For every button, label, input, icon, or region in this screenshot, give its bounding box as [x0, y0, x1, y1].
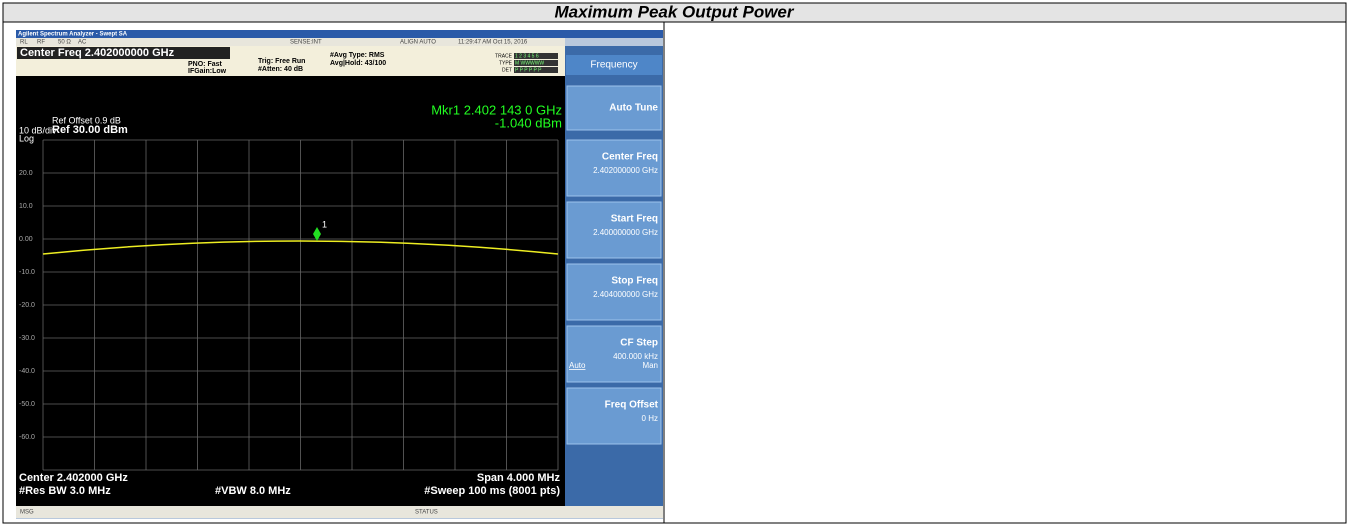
status-bar	[16, 38, 565, 46]
y-axis-label: -40.0	[19, 368, 35, 375]
scale-type: Log	[19, 133, 34, 143]
ref-offset: Ref Offset 0.9 dB	[52, 115, 121, 125]
y-axis-label: -50.0	[19, 401, 35, 408]
softkey[interactable]	[566, 85, 662, 131]
status-item: RF	[37, 40, 45, 46]
softkey-label: CF Step	[620, 338, 658, 349]
center-freq: Center Freq 2.402000000 GHz	[20, 47, 175, 59]
setting: PNO: Fast	[188, 61, 223, 68]
setting: Avg|Hold: 43/100	[330, 60, 386, 67]
marker-level: -1.040 dBm	[495, 115, 562, 130]
footer-item: Span 4.000 MHz	[477, 472, 561, 484]
marker-number: 1	[322, 219, 327, 229]
status-item: AC	[78, 40, 87, 46]
footer-item: #VBW 8.0 MHz	[215, 485, 291, 497]
trace-info-value: M WWWWW	[515, 60, 544, 66]
status-item: RL	[20, 40, 28, 46]
trace-info-box	[514, 67, 558, 73]
title-bar	[16, 30, 663, 38]
softkey-label: Start Freq	[611, 214, 658, 225]
y-axis-label: -30.0	[19, 335, 35, 342]
trace-info-label: TRACE	[495, 53, 513, 59]
y-axis-label: -10.0	[19, 269, 35, 276]
y-axis-label: -60.0	[19, 434, 35, 441]
setting: IFGain:Low	[188, 68, 227, 75]
softkey-option: Auto	[569, 361, 586, 370]
setting: #Atten: 40 dB	[258, 66, 303, 73]
status-item: SENSE:INT	[290, 40, 322, 46]
softkey-option: Man	[642, 361, 658, 370]
status-label: STATUS	[415, 510, 438, 516]
softkey[interactable]	[566, 325, 662, 383]
footer-item: Center 2.402000 GHz	[19, 472, 128, 484]
softkey-value: 400.000 kHz	[613, 352, 658, 361]
menu-header	[566, 55, 662, 75]
footer-item: #Sweep 100 ms (8001 pts)	[424, 485, 560, 497]
status-item: 50 Ω	[58, 40, 71, 46]
y-axis-label: 20.0	[19, 170, 33, 177]
softkey[interactable]	[566, 201, 662, 259]
softkey[interactable]	[566, 263, 662, 321]
status-item: ALIGN AUTO	[400, 40, 436, 46]
trace	[42, 240, 559, 255]
trace-info-box	[514, 53, 558, 59]
setting: Trig: Free Run	[258, 58, 305, 65]
softkey-label: Freq Offset	[605, 400, 659, 411]
y-axis-label: -20.0	[19, 302, 35, 309]
table-body	[2, 21, 1347, 524]
softkey[interactable]	[566, 139, 662, 197]
screen	[16, 76, 565, 506]
softkey-value: 2.400000000 GHz	[593, 228, 658, 237]
ref-level: Ref 30.00 dBm	[52, 124, 128, 136]
softkey-label: Stop Freq	[611, 276, 658, 287]
softkey-label: Center Freq	[602, 152, 658, 163]
y-axis-label: 0.00	[19, 236, 33, 243]
status-item: 11:29:47 AM Oct 15, 2016	[458, 40, 528, 46]
setting: #Avg Type: RMS	[330, 52, 385, 59]
message-bar	[16, 506, 663, 518]
trace-info-value: 1 2 3 4 5 6	[515, 53, 539, 59]
softkey-value: 2.402000000 GHz	[593, 166, 658, 175]
softkey[interactable]	[566, 387, 662, 445]
footer-item: #Res BW 3.0 MHz	[19, 485, 111, 497]
table-title: Maximum Peak Output Power	[555, 2, 795, 21]
softkey-value: 0 Hz	[642, 414, 658, 423]
y-axis-label: 10.0	[19, 203, 33, 210]
message-label: MSG	[20, 510, 34, 516]
trace-info-label: TYPE	[499, 60, 513, 66]
menu-title: Frequency	[590, 60, 637, 71]
trace-info-label: DET	[502, 67, 512, 73]
window-title: Agilent Spectrum Analyzer - Swept SA	[18, 32, 128, 38]
softkey-value: 2.404000000 GHz	[593, 290, 658, 299]
trace-info-value: P P P P P P	[515, 67, 542, 73]
center-freq-box	[17, 47, 230, 59]
softkey-label: Auto Tune	[609, 103, 658, 114]
marker	[313, 227, 321, 241]
trace-info-box	[514, 60, 558, 66]
marker-frequency: Mkr1 2.402 143 0 GHz	[431, 102, 562, 117]
scale: 10 dB/div	[19, 125, 57, 135]
